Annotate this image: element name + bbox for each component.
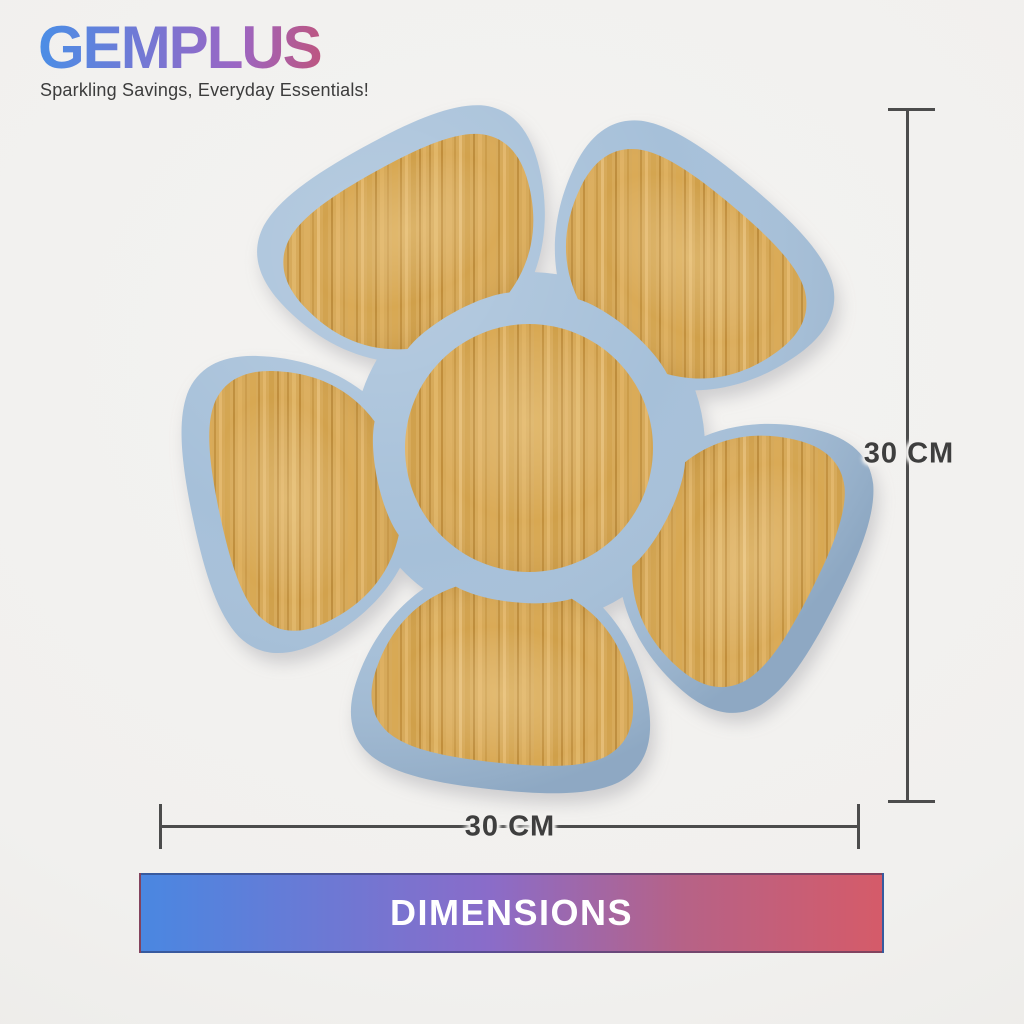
height-dimension-label: 30 CM — [863, 437, 955, 470]
brand-tagline: Sparkling Savings, Everyday Essentials! — [40, 80, 369, 100]
width-dimension-tick-right — [857, 804, 860, 849]
brand-name: GEMPLUS — [38, 18, 369, 78]
height-dimension-tick-top — [888, 108, 935, 111]
width-dimension-line — [160, 825, 859, 828]
center-compartment — [405, 324, 653, 572]
brand-logo: GEMPLUS Sparkling Savings, Everyday Esse… — [38, 18, 369, 101]
height-dimension-line — [906, 109, 909, 802]
petal-compartment — [209, 371, 399, 631]
dimensions-banner-label: DIMENSIONS — [389, 892, 634, 933]
petal-compartment — [283, 134, 534, 350]
petal-compartment — [371, 586, 634, 766]
width-dimension-tick-left — [159, 804, 162, 849]
petal-compartment — [632, 435, 845, 688]
height-dimension-tick-bottom — [888, 800, 935, 803]
petal-compartment — [565, 148, 807, 379]
width-dimension-label: 30 CM — [464, 810, 556, 843]
dimensions-banner: DIMENSIONS — [139, 873, 884, 953]
